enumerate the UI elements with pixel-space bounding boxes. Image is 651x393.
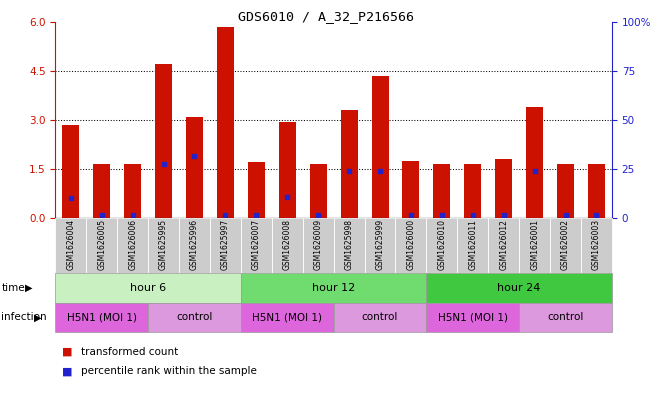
Bar (186, 117, 203, 218)
Text: GSM1626011: GSM1626011 (468, 219, 477, 270)
Text: GSM1626012: GSM1626012 (499, 219, 508, 270)
Text: GSM1625995: GSM1625995 (159, 219, 168, 270)
Text: hour 12: hour 12 (312, 283, 355, 293)
Text: hour 6: hour 6 (130, 283, 166, 293)
Bar (372, 75, 389, 218)
Text: control: control (547, 312, 584, 322)
Text: GSM1625996: GSM1625996 (190, 219, 199, 270)
Bar (93, 164, 110, 218)
Bar (464, 164, 481, 218)
Text: H5N1 (MOI 1): H5N1 (MOI 1) (252, 312, 322, 322)
Text: GSM1625999: GSM1625999 (376, 219, 385, 270)
Text: ■: ■ (62, 347, 72, 357)
Text: GSM1626003: GSM1626003 (592, 219, 601, 270)
Text: GSM1626000: GSM1626000 (406, 219, 415, 270)
Bar (310, 164, 327, 218)
Bar (124, 164, 141, 218)
Text: GSM1625997: GSM1625997 (221, 219, 230, 270)
Text: GSM1626004: GSM1626004 (66, 219, 76, 270)
Text: GSM1626006: GSM1626006 (128, 219, 137, 270)
Text: H5N1 (MOI 1): H5N1 (MOI 1) (437, 312, 508, 322)
Bar (62, 125, 79, 218)
Bar (217, 26, 234, 218)
Text: GSM1626010: GSM1626010 (437, 219, 447, 270)
Text: GSM1626002: GSM1626002 (561, 219, 570, 270)
Text: ▶: ▶ (25, 283, 33, 293)
Text: infection: infection (1, 312, 47, 322)
Text: transformed count: transformed count (81, 347, 178, 357)
Bar (526, 107, 543, 218)
Bar (495, 159, 512, 218)
Text: GSM1626005: GSM1626005 (97, 219, 106, 270)
Bar (402, 161, 419, 218)
Bar (279, 121, 296, 218)
Text: control: control (176, 312, 213, 322)
Text: percentile rank within the sample: percentile rank within the sample (81, 366, 257, 376)
Text: ▶: ▶ (34, 312, 42, 322)
Text: GSM1626008: GSM1626008 (283, 219, 292, 270)
Bar (155, 64, 172, 218)
Text: GSM1626007: GSM1626007 (252, 219, 261, 270)
Text: GDS6010 / A_32_P216566: GDS6010 / A_32_P216566 (238, 10, 413, 23)
Text: GSM1625998: GSM1625998 (344, 219, 353, 270)
Text: GSM1626001: GSM1626001 (530, 219, 539, 270)
Text: ■: ■ (62, 366, 72, 376)
Bar (340, 110, 357, 218)
Bar (588, 164, 605, 218)
Bar (557, 164, 574, 218)
Bar (248, 162, 265, 218)
Text: control: control (362, 312, 398, 322)
Bar (434, 164, 450, 218)
Text: H5N1 (MOI 1): H5N1 (MOI 1) (66, 312, 137, 322)
Text: time: time (1, 283, 25, 293)
Text: GSM1626009: GSM1626009 (314, 219, 323, 270)
Text: hour 24: hour 24 (497, 283, 541, 293)
